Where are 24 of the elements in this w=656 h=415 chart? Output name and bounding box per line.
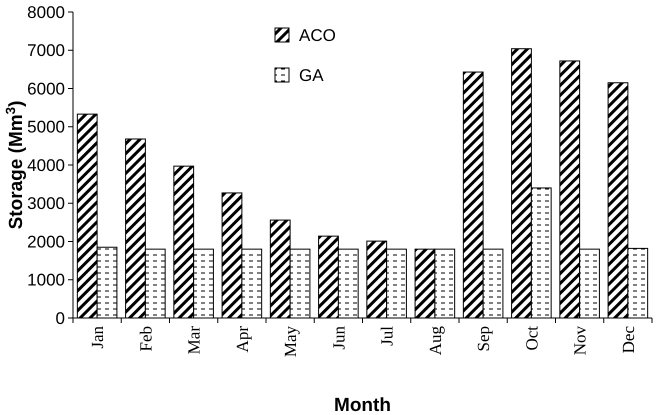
x-tick-label: Sep: [474, 326, 494, 352]
x-tick-label: Nov: [570, 326, 590, 356]
x-axis-title: Month: [334, 395, 391, 415]
x-tick-label: Apr: [232, 326, 252, 352]
x-tick-label: Oct: [522, 326, 542, 351]
x-tick-label: Jun: [329, 326, 348, 350]
x-tick-label: Mar: [184, 326, 204, 354]
y-tick-label: 2000: [27, 232, 65, 252]
x-tick-label: May: [281, 326, 300, 358]
y-tick-label: 0: [56, 308, 65, 328]
legend-label: GA: [299, 66, 324, 85]
legend-label: ACO: [299, 26, 336, 45]
x-tick-label: Aug: [426, 326, 445, 356]
y-tick-label: 8000: [27, 2, 65, 22]
y-tick-label: 4000: [27, 156, 65, 175]
x-tick-label: Dec: [618, 326, 638, 354]
y-tick-label: 7000: [27, 41, 65, 60]
y-tick-label: 1000: [27, 270, 65, 290]
y-tick-label: 6000: [27, 79, 65, 98]
x-tick-label: Feb: [136, 326, 156, 352]
y-tick-label: 5000: [27, 118, 65, 137]
x-tick-label: Jul: [378, 326, 397, 346]
x-tick-label: Jan: [88, 326, 108, 349]
y-tick-label: 3000: [27, 194, 65, 214]
